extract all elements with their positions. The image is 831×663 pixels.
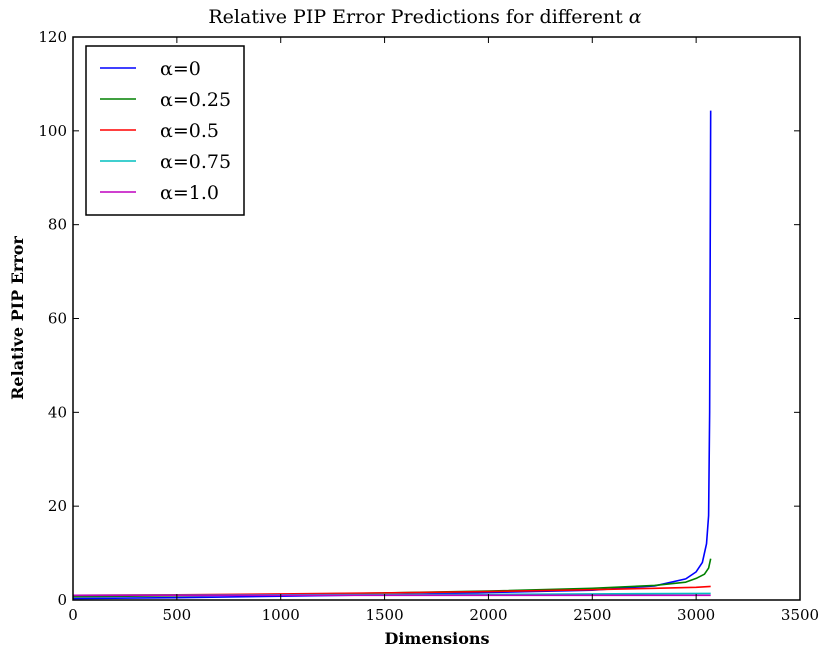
- y-tick-label: 100: [38, 122, 67, 140]
- legend-label-4: α=1.0: [160, 182, 219, 204]
- x-tick-label: 500: [163, 606, 192, 624]
- legend-label-2: α=0.5: [160, 120, 219, 142]
- x-tick-label: 0: [68, 606, 78, 624]
- chart-title: Relative PIP Error Predictions for diffe…: [208, 6, 641, 28]
- y-axis-label: Relative PIP Error: [8, 236, 27, 400]
- y-tick-label: 60: [48, 310, 67, 328]
- tick-layer: 0 500 1000 1500 2000 2500 3000 3500 0 20 40 60 80 100…: [38, 28, 819, 624]
- x-tick-label: 2000: [469, 606, 507, 624]
- x-tick-label: 1500: [365, 606, 403, 624]
- x-axis-label: Dimensions: [384, 629, 489, 648]
- chart-title-symbol: α: [629, 6, 642, 28]
- x-tick-label: 2500: [573, 606, 611, 624]
- series-line-1: [72, 558, 712, 598]
- legend: α=0 α=0.25 α=0.5 α=0.75 α=1.0: [85, 45, 245, 216]
- legend-label-0: α=0: [160, 58, 201, 80]
- legend-label-3: α=0.75: [160, 151, 231, 173]
- x-tick-label: 3000: [677, 606, 715, 624]
- x-tick-label: 1000: [262, 606, 300, 624]
- y-tick-label: 120: [38, 28, 67, 46]
- y-tick-label: 0: [57, 591, 67, 609]
- y-tick-label: 80: [48, 216, 67, 234]
- chart-title-text: Relative PIP Error Predictions for diffe…: [208, 6, 623, 28]
- x-tick-label: 3500: [781, 606, 819, 624]
- y-tick-label: 20: [48, 497, 67, 515]
- legend-label-1: α=0.25: [160, 89, 231, 111]
- y-tick-label: 40: [48, 403, 67, 421]
